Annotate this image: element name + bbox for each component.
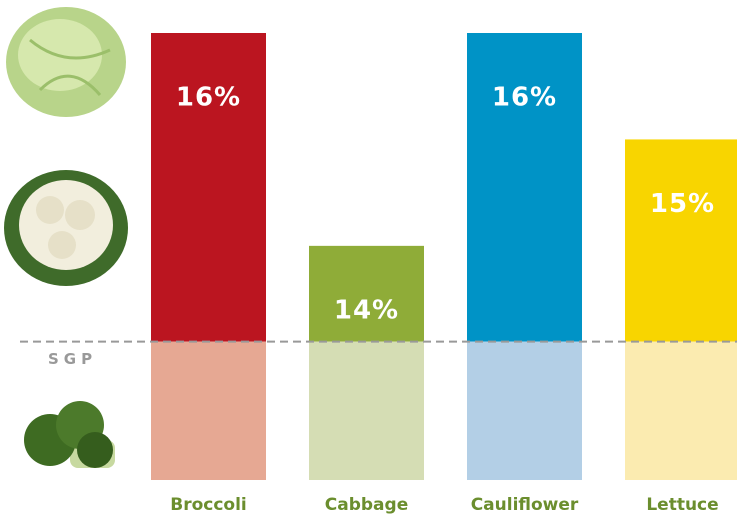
bar-base: [151, 342, 266, 480]
value-label: 14%: [334, 295, 399, 325]
bar-base: [309, 342, 424, 480]
bar: [625, 139, 737, 341]
page: 16% Broccoli 14% Cabbage 16% Cauliflower 15% Le…: [0, 0, 737, 518]
x-tick-label: Broccoli: [170, 495, 247, 515]
broccoli-image: [24, 401, 115, 468]
cabbage-image: [6, 7, 126, 117]
bar-base: [467, 342, 582, 480]
bar: [151, 33, 266, 342]
value-label: 15%: [650, 189, 715, 219]
bar-base: [625, 342, 737, 480]
value-label: 16%: [176, 83, 241, 113]
x-tick-label: Cabbage: [325, 495, 408, 515]
bar: [467, 33, 582, 342]
reference-label: SGP: [48, 350, 97, 368]
chart: 16% Broccoli 14% Cabbage 16% Cauliflower 15% Le…: [0, 0, 737, 518]
bar: [309, 246, 424, 342]
cauliflower-image: [4, 170, 128, 286]
x-tick-label: Lettuce: [646, 495, 718, 515]
value-label: 16%: [492, 83, 557, 113]
x-tick-label: Cauliflower: [471, 495, 579, 515]
